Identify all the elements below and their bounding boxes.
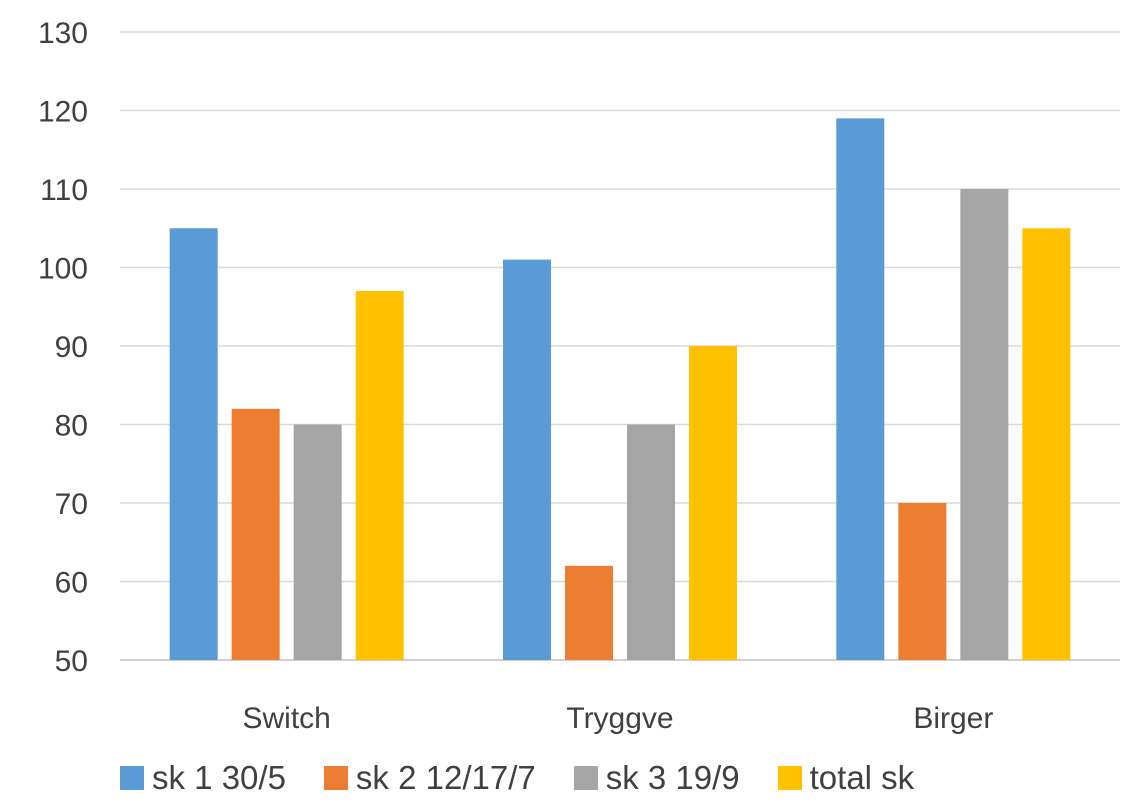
legend-swatch xyxy=(777,766,802,790)
legend-swatch xyxy=(120,766,144,790)
y-tick-label: 90 xyxy=(55,331,88,364)
y-tick-label: 130 xyxy=(38,17,88,50)
bar xyxy=(169,228,218,660)
bar xyxy=(689,346,737,660)
bar xyxy=(503,259,551,660)
y-tick-label: 100 xyxy=(38,253,88,286)
legend-swatch xyxy=(573,766,598,790)
legend-swatch xyxy=(323,766,348,790)
bar xyxy=(565,565,613,660)
y-tick-label: 110 xyxy=(40,174,88,207)
legend-item: sk 2 12/17/7 xyxy=(323,759,536,797)
gridlines xyxy=(120,31,1120,661)
y-tick-label: 50 xyxy=(55,645,88,678)
bar xyxy=(293,424,342,660)
legend-item: total sk xyxy=(777,759,915,797)
x-axis: Switch Tryggve Birger xyxy=(242,702,993,735)
bar xyxy=(1022,228,1071,660)
x-tick-label: Birger xyxy=(913,702,993,735)
bar xyxy=(627,424,675,660)
x-tick-label: Tryggve xyxy=(566,702,673,735)
y-tick-label: 120 xyxy=(38,96,88,129)
bar xyxy=(355,291,404,660)
legend-label: sk 3 19/9 xyxy=(605,759,740,796)
bar xyxy=(898,503,947,660)
x-tick-label: Switch xyxy=(242,702,330,735)
y-tick-label: 60 xyxy=(55,567,88,600)
y-tick-label: 70 xyxy=(55,488,88,521)
legend-item: sk 3 19/9 xyxy=(573,759,740,797)
bar xyxy=(836,118,885,661)
legend-label: sk 2 12/17/7 xyxy=(355,759,536,796)
legend-item: sk 1 30/5 xyxy=(120,759,286,797)
bars xyxy=(169,118,1071,661)
legend: sk 1 30/5 sk 2 12/17/7 sk 3 19/9 total s… xyxy=(120,756,952,800)
legend-label: sk 1 30/5 xyxy=(152,759,286,796)
legend-label: total sk xyxy=(809,759,915,796)
y-axis: 50 60 70 80 90 100 110 120 130 xyxy=(38,17,88,678)
bar xyxy=(960,189,1009,660)
y-tick-label: 80 xyxy=(55,410,88,443)
bar xyxy=(231,408,280,660)
